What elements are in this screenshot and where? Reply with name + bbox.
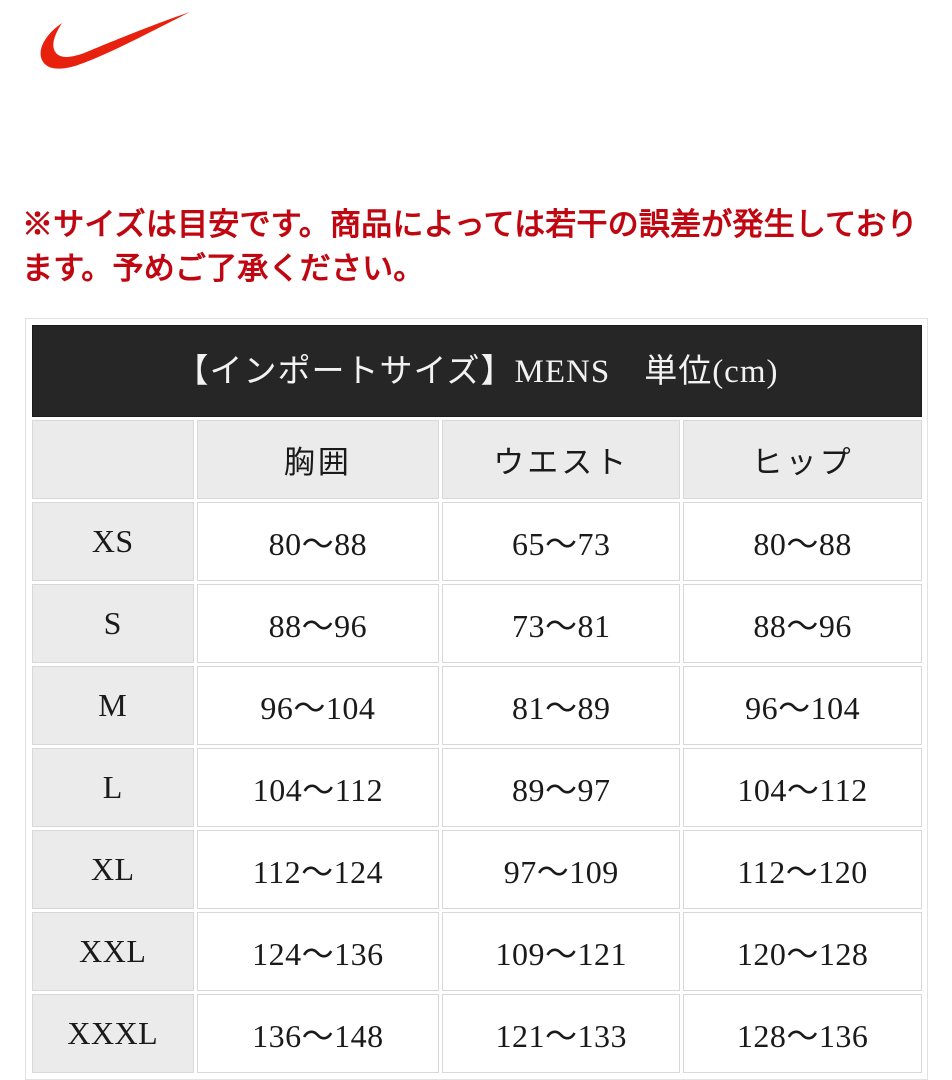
row-chest-value: 136〜148 <box>196 994 440 1073</box>
row-size-label: XXXL <box>32 994 194 1073</box>
row-hip-value: 104〜112 <box>683 748 922 827</box>
table-row: XS 80〜88 65〜73 80〜88 <box>32 502 922 581</box>
row-size-label: XXL <box>32 912 194 991</box>
table-row: L 104〜112 89〜97 104〜112 <box>32 748 922 827</box>
row-chest-value: 96〜104 <box>196 666 440 745</box>
column-header-chest: 胸囲 <box>196 420 440 499</box>
row-size-label: XS <box>32 502 194 581</box>
column-header-size <box>32 420 194 499</box>
column-header-hip: ヒップ <box>683 420 922 499</box>
nike-swoosh-icon <box>40 12 190 69</box>
row-waist-value: 65〜73 <box>442 502 681 581</box>
size-disclaimer-notice: ※サイズは目安です。商品によっては若干の誤差が発生しております。予めご了承くださ… <box>22 207 918 287</box>
row-waist-value: 109〜121 <box>442 912 681 991</box>
row-hip-value: 112〜120 <box>683 830 922 909</box>
row-chest-value: 104〜112 <box>196 748 440 827</box>
table-row: XL 112〜124 97〜109 112〜120 <box>32 830 922 909</box>
table-row: M 96〜104 81〜89 96〜104 <box>32 666 922 745</box>
row-waist-value: 81〜89 <box>442 666 681 745</box>
column-header-waist: ウエスト <box>442 420 681 499</box>
row-waist-value: 121〜133 <box>442 994 681 1073</box>
row-waist-value: 89〜97 <box>442 748 681 827</box>
row-waist-value: 97〜109 <box>442 830 681 909</box>
row-chest-value: 80〜88 <box>196 502 440 581</box>
row-hip-value: 128〜136 <box>683 994 922 1073</box>
size-chart-title: 【インポートサイズ】MENS 単位(cm) <box>32 325 922 417</box>
table-row: XXL 124〜136 109〜121 120〜128 <box>32 912 922 991</box>
table-row: XXXL 136〜148 121〜133 128〜136 <box>32 994 922 1073</box>
row-hip-value: 88〜96 <box>683 584 922 663</box>
row-waist-value: 73〜81 <box>442 584 681 663</box>
row-hip-value: 80〜88 <box>683 502 922 581</box>
row-hip-value: 120〜128 <box>683 912 922 991</box>
row-chest-value: 124〜136 <box>196 912 440 991</box>
row-hip-value: 96〜104 <box>683 666 922 745</box>
size-chart-table: 【インポートサイズ】MENS 単位(cm) 胸囲 ウエスト ヒップ XS 80〜… <box>25 318 928 1080</box>
row-size-label: M <box>32 666 194 745</box>
row-chest-value: 112〜124 <box>196 830 440 909</box>
table-row: S 88〜96 73〜81 88〜96 <box>32 584 922 663</box>
row-size-label: XL <box>32 830 194 909</box>
row-size-label: S <box>32 584 194 663</box>
row-chest-value: 88〜96 <box>196 584 440 663</box>
brand-logo <box>20 6 210 86</box>
table-header-row: 胸囲 ウエスト ヒップ <box>32 420 922 499</box>
row-size-label: L <box>32 748 194 827</box>
